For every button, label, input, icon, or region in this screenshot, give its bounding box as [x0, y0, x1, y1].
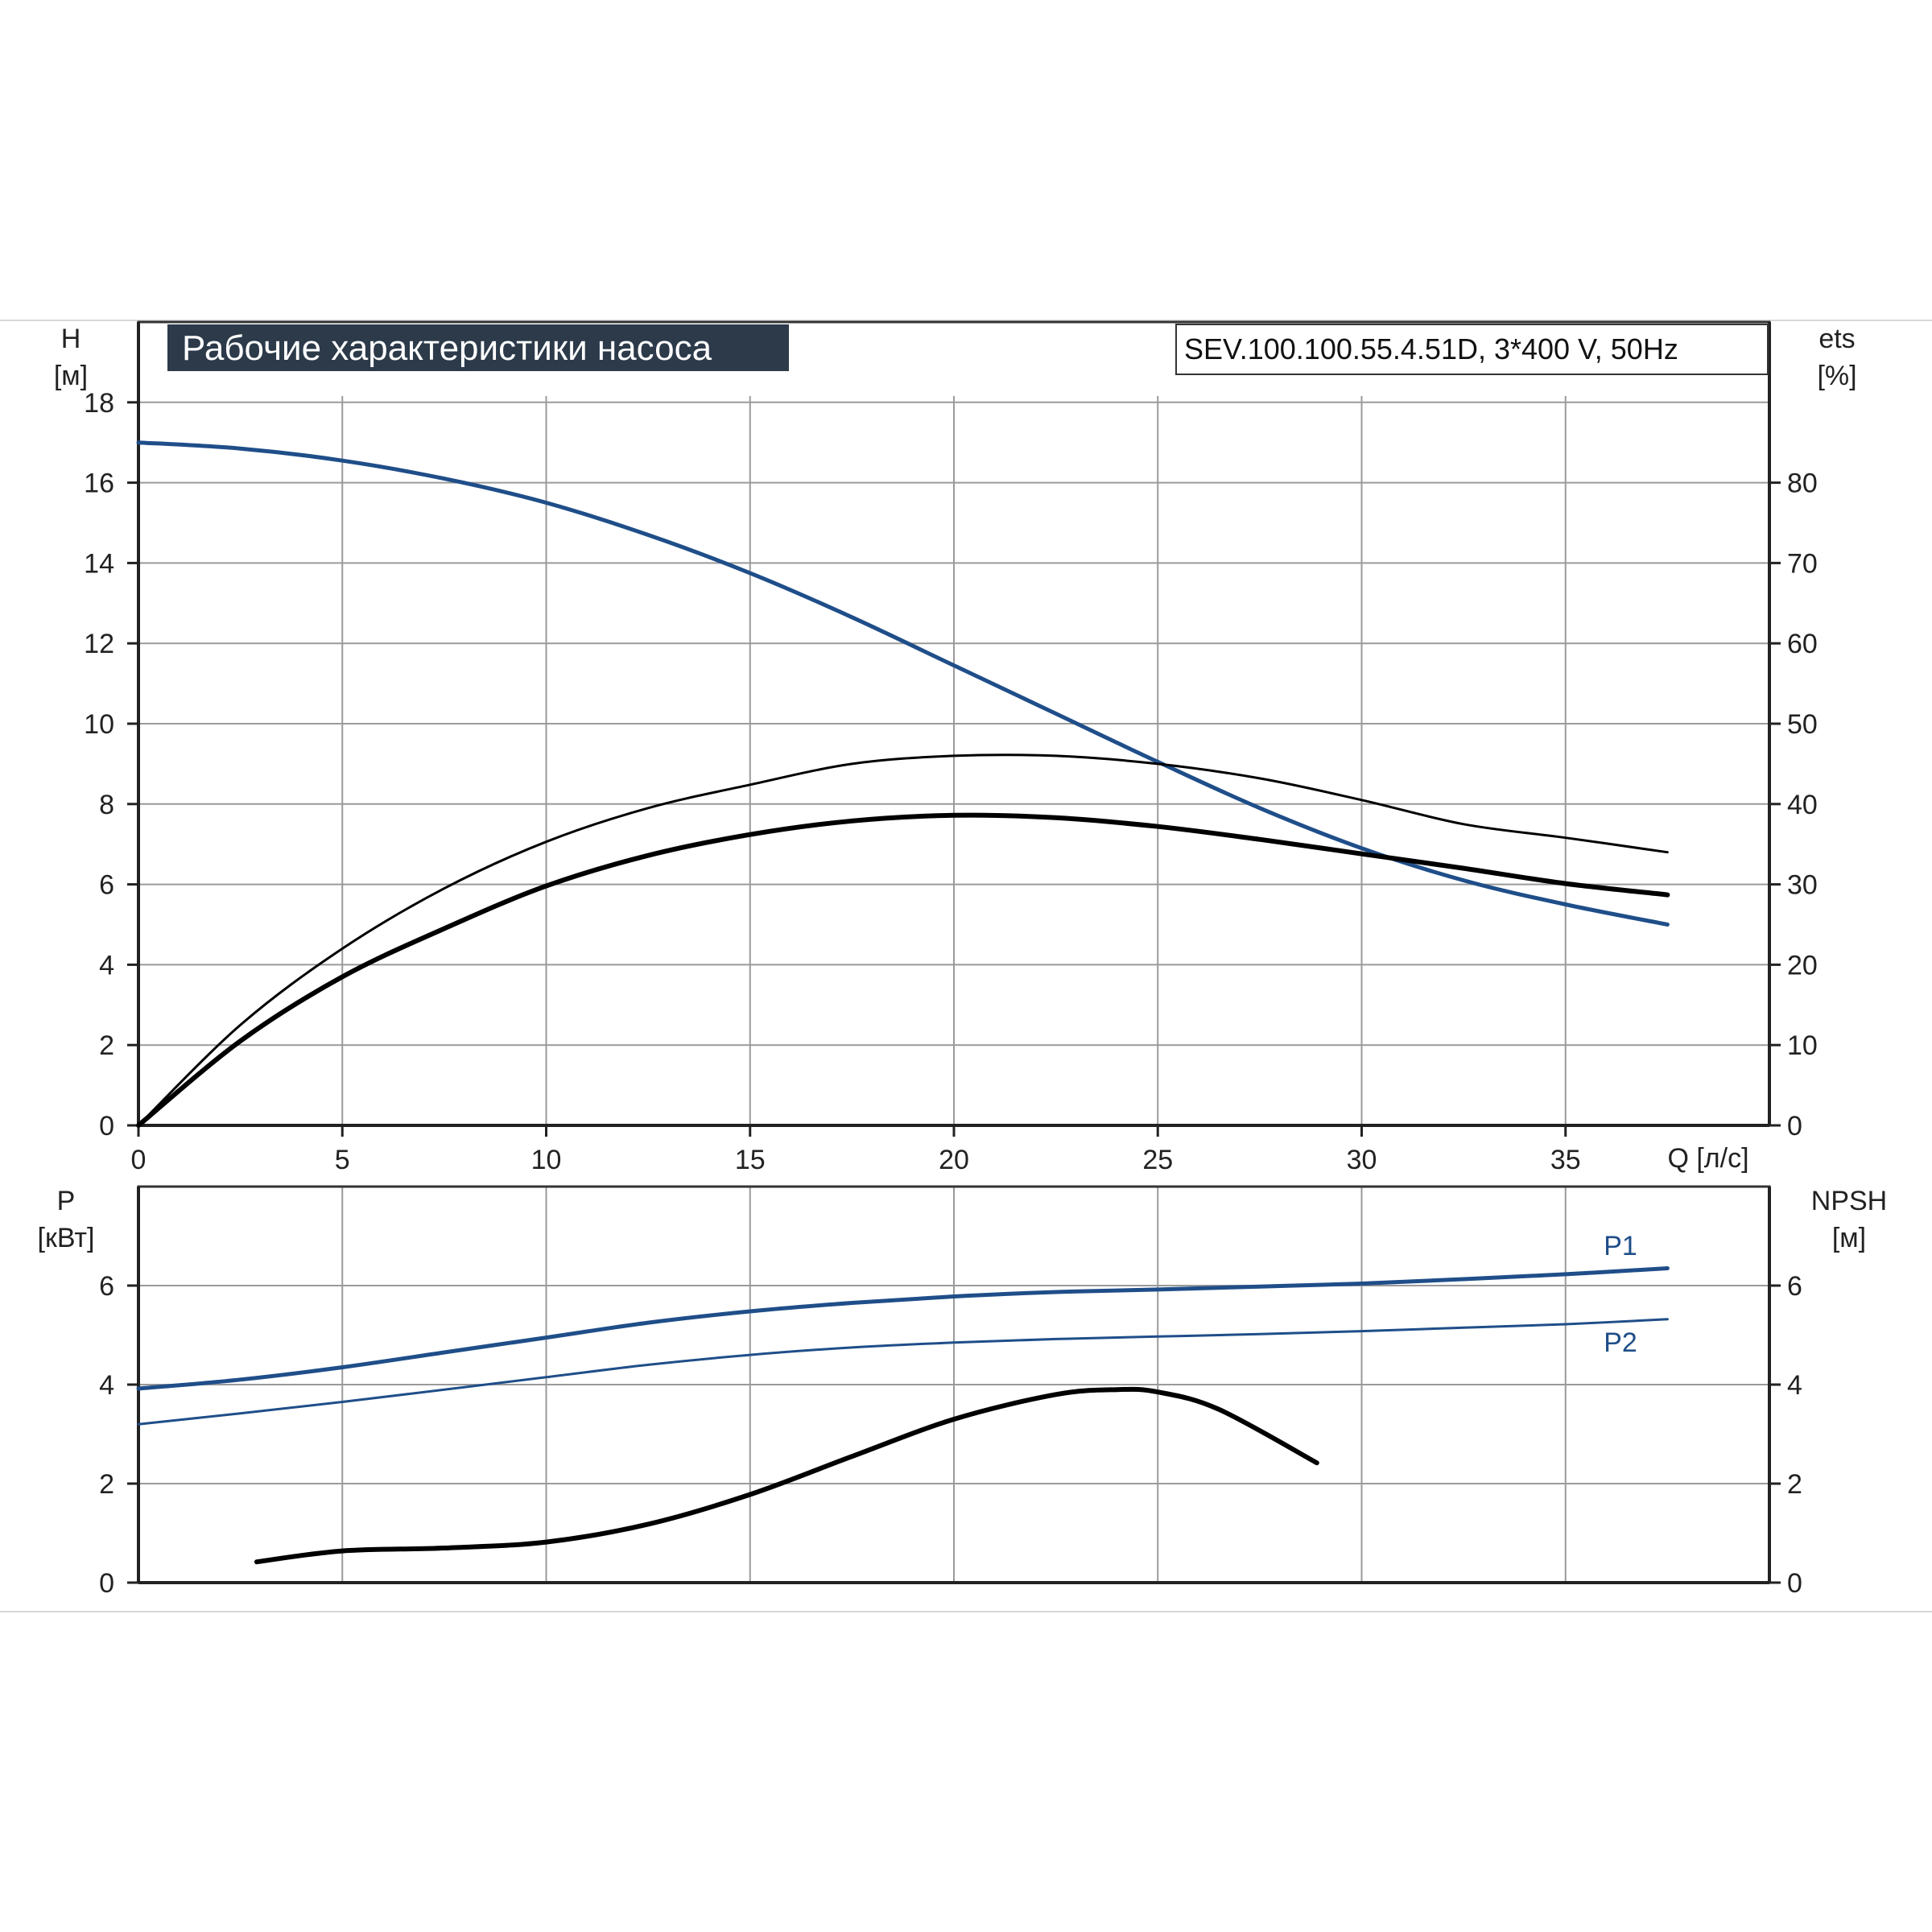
efficiency-axis-symbol: ets [1818, 324, 1855, 354]
performance-y-tick-label: 12 [84, 629, 114, 659]
performance-y2-tick-label: 80 [1787, 469, 1818, 499]
p2-curve [137, 1318, 1669, 1426]
eta-upper-curve [137, 753, 1669, 1127]
performance-x-ticks: 0 5 10 15 20 25 30 35 [131, 1125, 1581, 1175]
power-y2-tick-label: 0 [1787, 1568, 1802, 1599]
npsh-curve [254, 1386, 1319, 1565]
p1-series-label: P1 [1604, 1231, 1637, 1261]
performance-y2-tick-label: 60 [1787, 629, 1818, 659]
performance-y-tick-label: 4 [99, 950, 114, 980]
power-y-tick-label: 6 [99, 1271, 114, 1302]
performance-y-tick-label: 16 [84, 469, 114, 499]
power-axis-unit: [кВт] [38, 1223, 95, 1253]
power-y2-tick-label: 2 [1787, 1469, 1802, 1500]
performance-y2-tick-label: 0 [1787, 1111, 1802, 1141]
performance-y-tick-label: 18 [84, 388, 114, 419]
power-panel: 0 2 4 6 0 2 4 6 P [кВт] NPSH [м] P1 P2 [38, 1185, 1887, 1599]
power-y-tick-label: 2 [99, 1469, 114, 1500]
performance-y-ticks: 0 2 4 6 8 10 12 14 16 18 [84, 388, 138, 1141]
head-axis-symbol: H [61, 324, 81, 354]
performance-y-tick-label: 10 [84, 709, 114, 740]
performance-series [136, 440, 1670, 1128]
performance-y-tick-label: 2 [99, 1030, 114, 1061]
performance-x-tick-label: 35 [1550, 1145, 1581, 1175]
performance-x-tick-label: 0 [131, 1145, 147, 1175]
performance-grid [138, 321, 1770, 1125]
performance-x-tick-label: 5 [335, 1145, 350, 1175]
model-label: SEV.100.100.55.4.51D, 3*400 V, 50Hz [1184, 332, 1678, 365]
chart-title: Рабочие характеристики насоса [182, 328, 712, 368]
performance-x-tick-label: 10 [531, 1145, 562, 1175]
p2-series-label: P2 [1604, 1327, 1637, 1358]
performance-y-tick-label: 0 [99, 1111, 114, 1141]
head-axis-unit: [м] [54, 361, 88, 391]
flow-axis-label: Q [л/с] [1667, 1143, 1748, 1174]
efficiency-axis-unit: [%] [1817, 361, 1856, 391]
power-y2-tick-label: 6 [1787, 1271, 1802, 1302]
power-y-ticks: 0 2 4 6 [99, 1271, 138, 1599]
power-y2-ticks: 0 2 4 6 [1769, 1271, 1802, 1599]
performance-y2-ticks: 0 10 20 30 40 50 60 70 80 [1769, 469, 1818, 1141]
performance-y-tick-label: 6 [99, 870, 114, 901]
performance-y-tick-label: 14 [84, 548, 114, 579]
performance-y2-tick-label: 50 [1787, 709, 1818, 740]
model-label-box [1175, 324, 1769, 375]
performance-x-tick-label: 25 [1142, 1145, 1173, 1175]
power-grid [138, 1187, 1770, 1583]
performance-panel: 0 5 10 15 20 25 30 35 0 2 4 6 8 10 12 14 16 18 0 10 20 30 40… [54, 320, 1857, 1175]
performance-y2-tick-label: 40 [1787, 790, 1818, 820]
p1-curve [136, 1266, 1670, 1391]
performance-x-tick-label: 30 [1347, 1145, 1377, 1175]
performance-y2-tick-label: 30 [1787, 870, 1818, 901]
performance-x-tick-label: 20 [939, 1145, 969, 1175]
performance-y2-tick-label: 70 [1787, 548, 1818, 579]
power-axis-symbol: P [57, 1186, 76, 1216]
power-y2-tick-label: 4 [1787, 1370, 1802, 1401]
performance-x-tick-label: 15 [735, 1145, 766, 1175]
npsh-axis-unit: [м] [1832, 1223, 1866, 1253]
performance-y-tick-label: 8 [99, 790, 114, 820]
npsh-axis-symbol: NPSH [1811, 1186, 1887, 1216]
eta-lower-curve [136, 812, 1670, 1128]
power-series [136, 1266, 1670, 1565]
performance-y2-tick-label: 20 [1787, 950, 1818, 980]
power-y-tick-label: 0 [99, 1568, 114, 1599]
power-y-tick-label: 4 [99, 1370, 114, 1401]
performance-y2-tick-label: 10 [1787, 1030, 1818, 1061]
head-curve [136, 440, 1670, 927]
chart-title-box [167, 324, 789, 371]
